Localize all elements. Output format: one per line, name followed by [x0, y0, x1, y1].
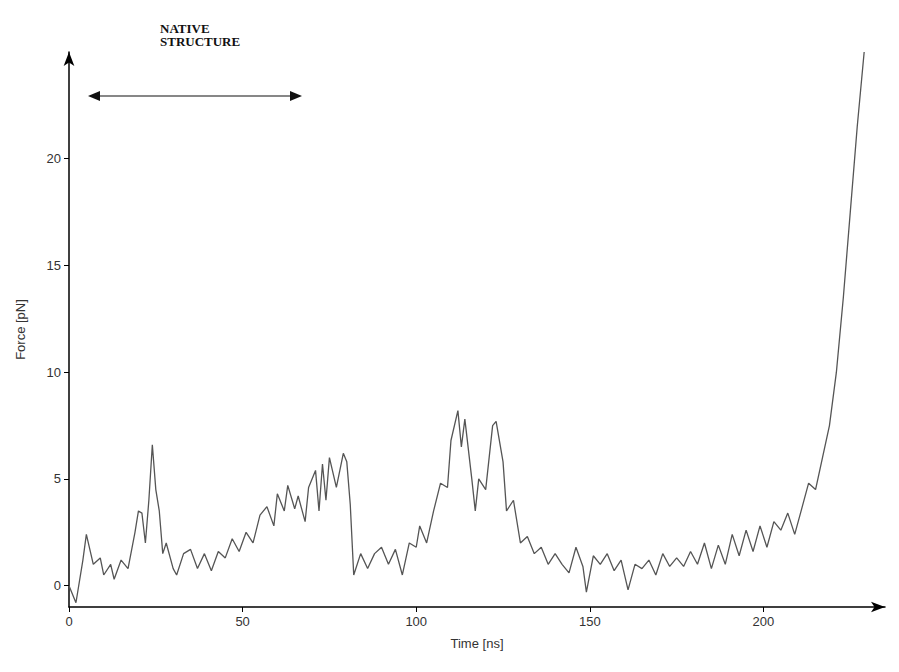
svg-text:50: 50 [235, 614, 249, 629]
svg-text:150: 150 [579, 614, 601, 629]
svg-text:NATIVE: NATIVE [160, 21, 210, 36]
svg-text:0: 0 [65, 614, 72, 629]
svg-text:100: 100 [405, 614, 427, 629]
svg-text:20: 20 [47, 151, 61, 166]
svg-text:Force [pN]: Force [pN] [13, 299, 28, 360]
svg-text:5: 5 [54, 471, 61, 486]
svg-text:Time [ns]: Time [ns] [451, 636, 504, 651]
svg-text:10: 10 [47, 365, 61, 380]
svg-text:0: 0 [54, 578, 61, 593]
svg-text:15: 15 [47, 258, 61, 273]
svg-text:STRUCTURE: STRUCTURE [160, 34, 240, 49]
svg-text:200: 200 [753, 614, 775, 629]
